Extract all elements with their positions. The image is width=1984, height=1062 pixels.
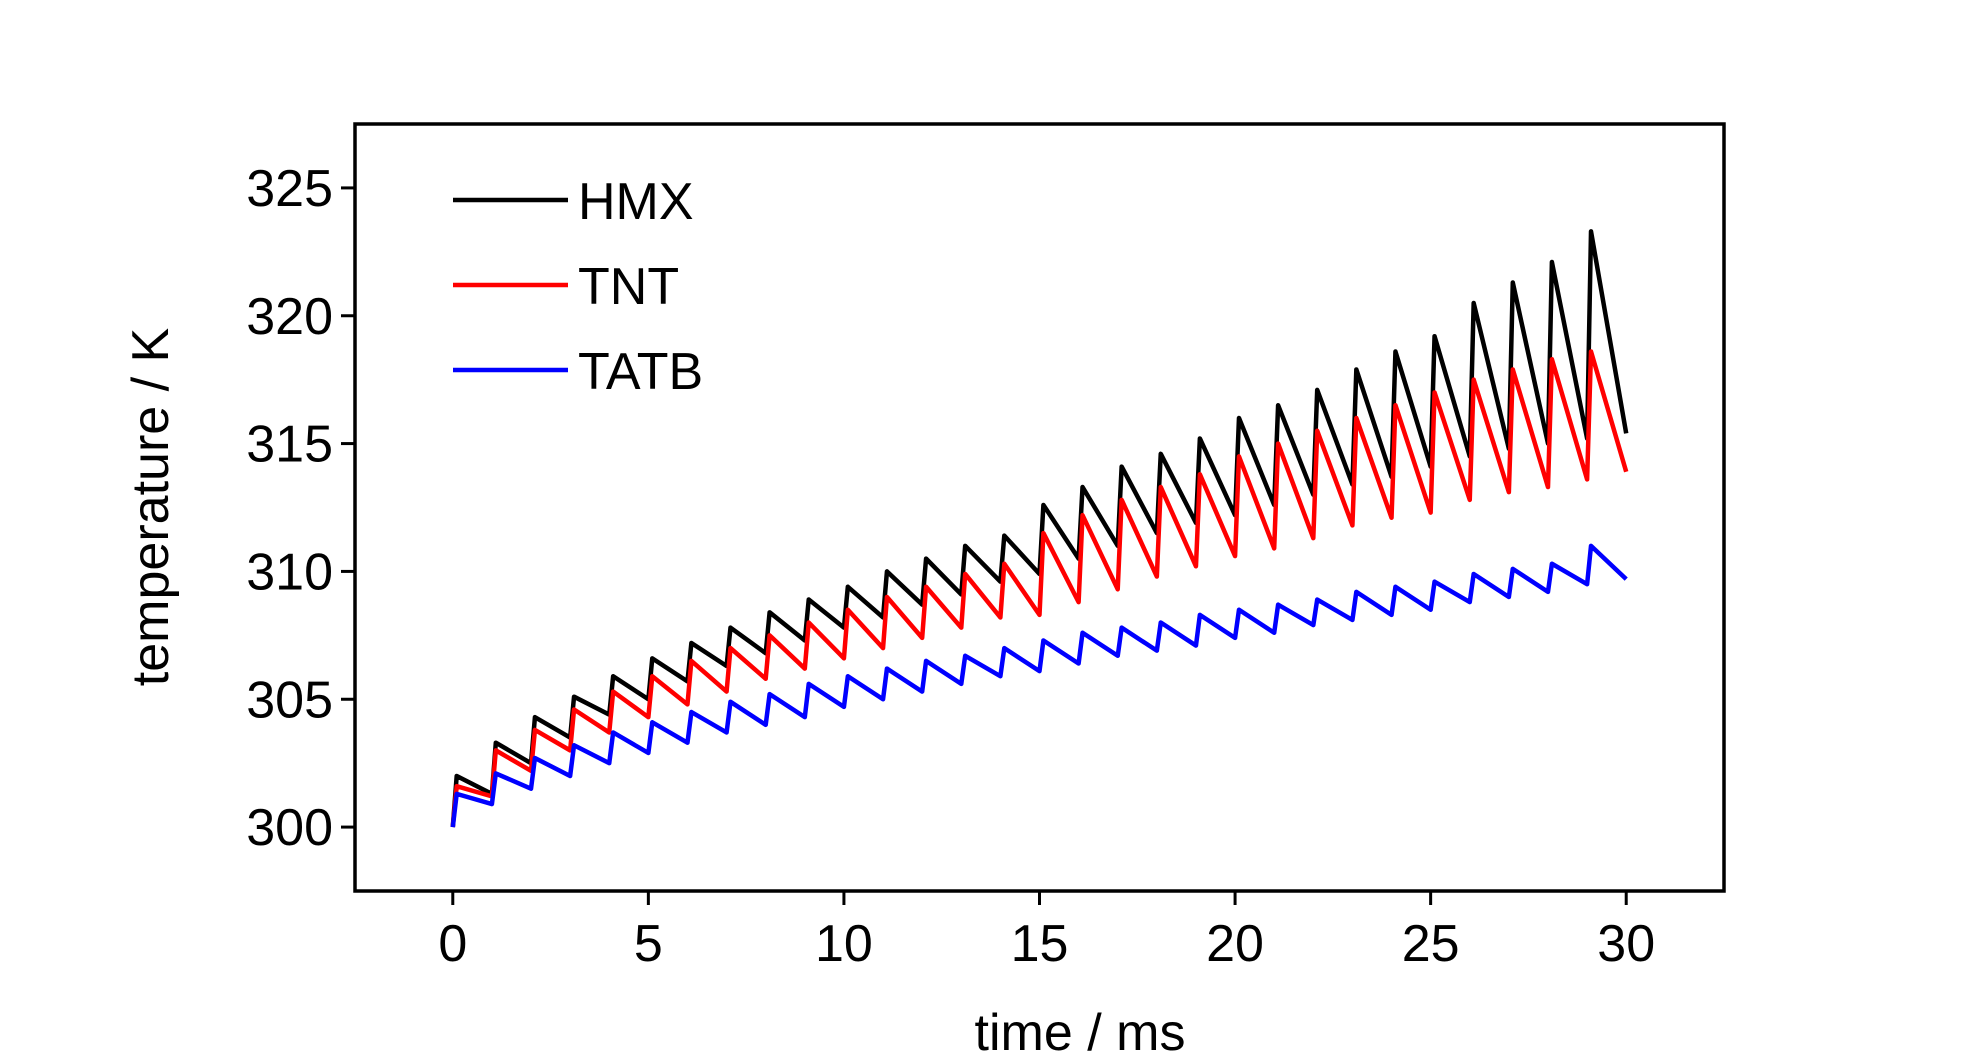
y-tick-label: 325 (246, 160, 333, 218)
x-tick-label: 20 (1206, 915, 1264, 973)
x-tick-label: 25 (1402, 915, 1460, 973)
x-tick-label: 30 (1597, 915, 1655, 973)
series-line (450, 543, 1628, 828)
x-tick-label: 0 (438, 915, 467, 973)
x-tick-label: 15 (1011, 915, 1069, 973)
y-tick-label: 310 (246, 543, 333, 601)
y-tick-label: 315 (246, 416, 333, 474)
y-tick-label: 300 (246, 799, 333, 857)
legend-label: TATB (578, 343, 703, 401)
x-axis-title: time / ms (975, 1004, 1186, 1062)
y-axis-title: temperature / K (122, 327, 180, 686)
legend-label: HMX (578, 173, 694, 231)
x-tick-label: 10 (815, 915, 873, 973)
series-line (450, 349, 1629, 828)
x-tick-label: 5 (634, 915, 663, 973)
series-line (450, 229, 1629, 828)
y-tick-label: 305 (246, 671, 333, 729)
plot-frame (353, 122, 1726, 893)
legend-label: TNT (578, 258, 679, 316)
y-tick-label: 320 (246, 288, 333, 346)
